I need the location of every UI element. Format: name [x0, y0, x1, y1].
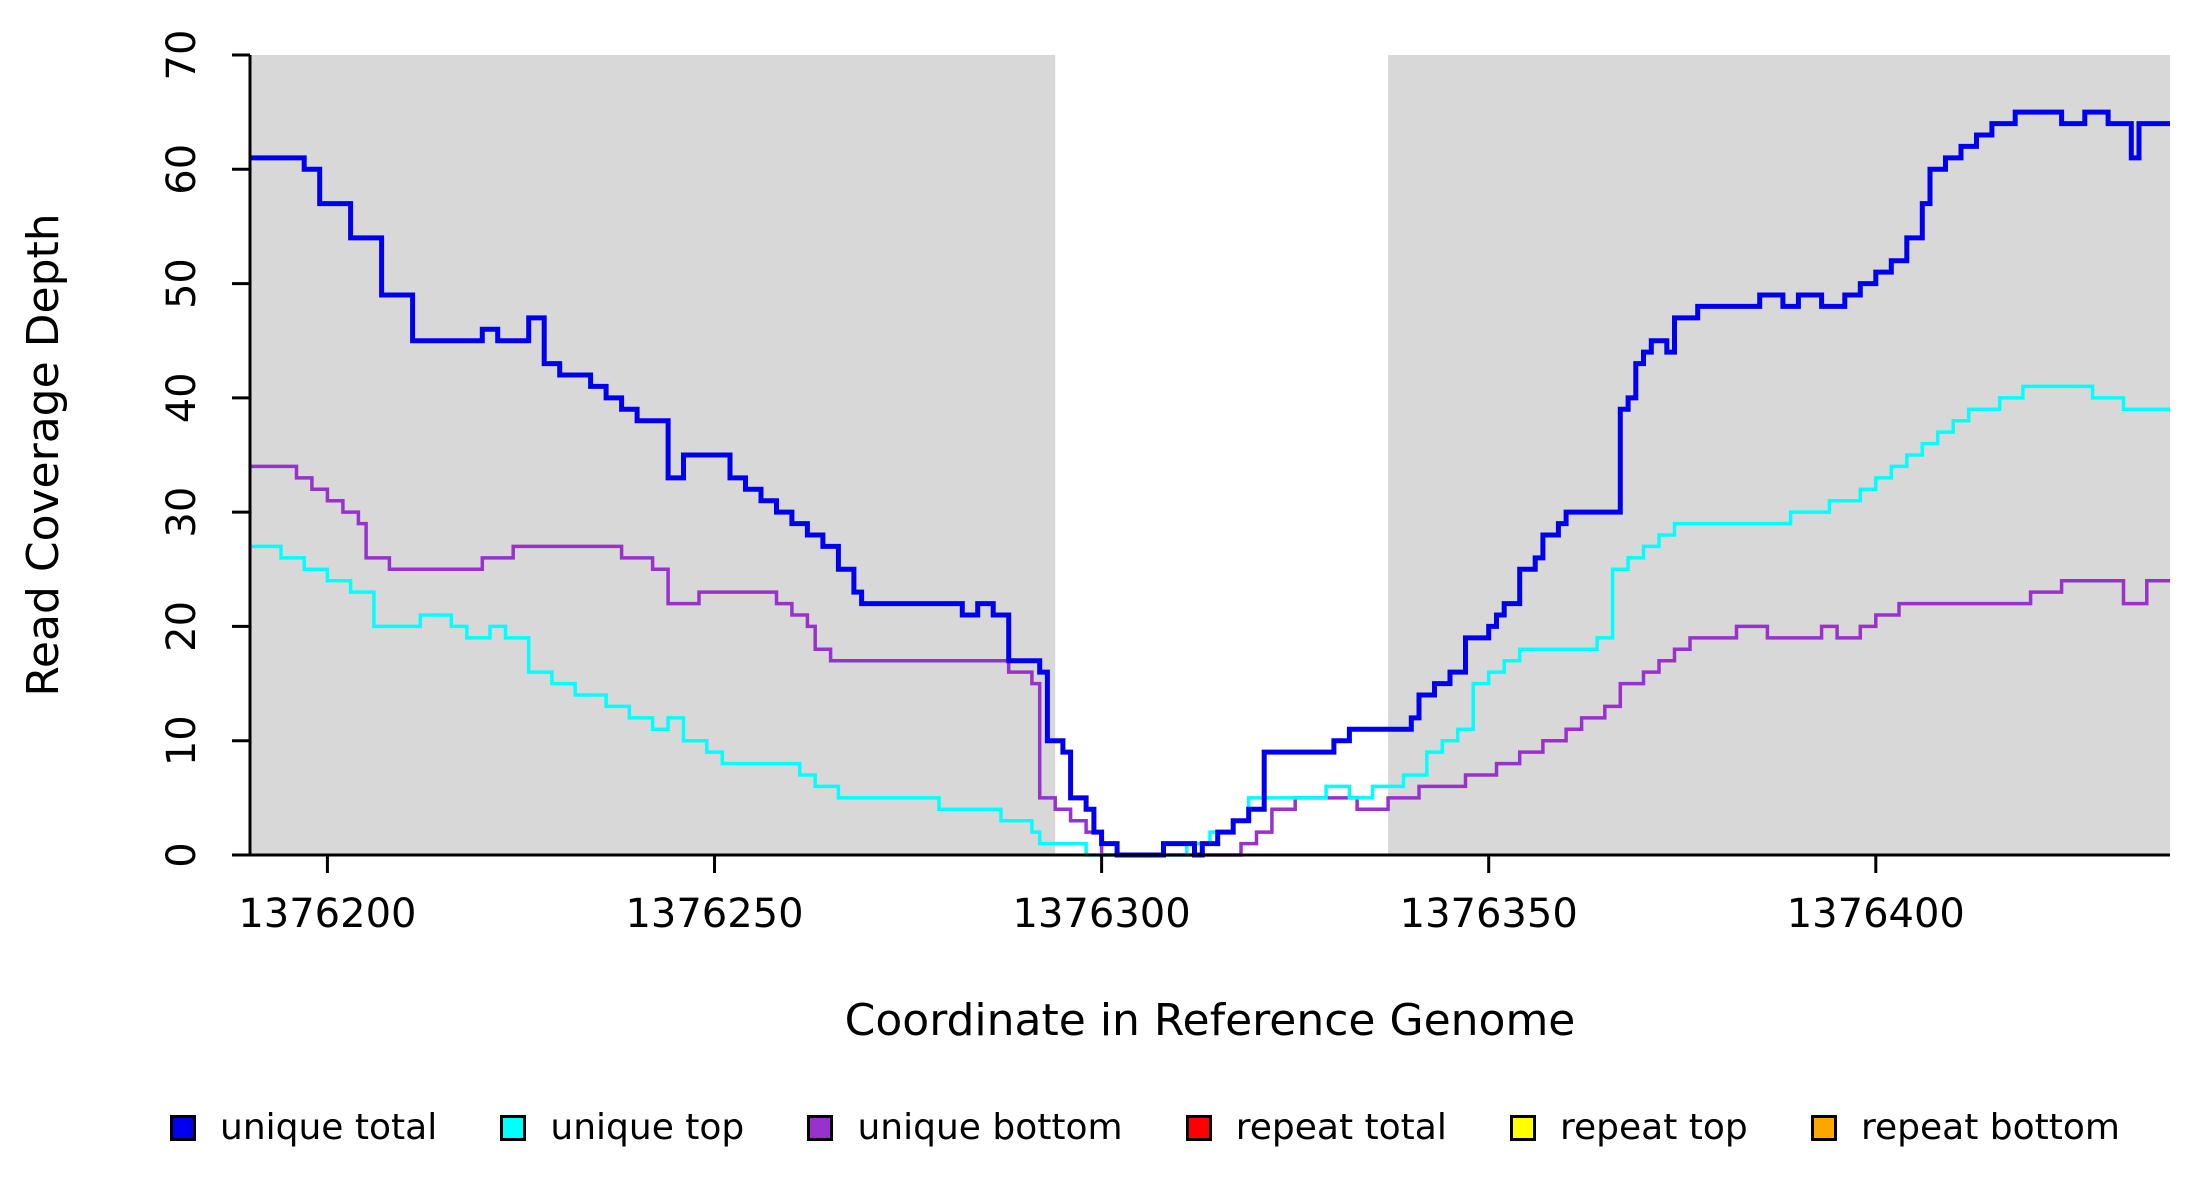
shaded-region [1388, 55, 2170, 855]
coverage-chart: 1376200 1376250 1376300 1376350 1376400 0 10 20… [18, 30, 2170, 1046]
legend-swatch-repeat-total [1185, 1114, 1212, 1141]
legend-item-repeat-bottom: repeat bottom [1810, 1107, 2120, 1148]
legend-item-unique-bottom: unique bottom [807, 1107, 1123, 1148]
y-tick-label: 70 [159, 30, 205, 81]
y-tick-label: 40 [159, 372, 205, 423]
series-unique-total [250, 109, 2170, 858]
legend-label: repeat top [1560, 1107, 1748, 1148]
shaded-region [250, 55, 1056, 855]
legend-item-repeat-total: repeat total [1185, 1107, 1447, 1148]
x-tick-label: 1376400 [1787, 891, 1965, 937]
legend-swatch-repeat-top [1510, 1114, 1537, 1141]
legend-swatch-repeat-bottom [1810, 1114, 1837, 1141]
legend-swatch-unique-total [170, 1114, 196, 1141]
y-tick-label: 30 [159, 487, 205, 538]
y-tick-label: 10 [159, 715, 205, 766]
legend-swatch-unique-bottom [807, 1114, 834, 1141]
y-tick-label: 60 [159, 144, 205, 195]
y-tick-label: 0 [159, 842, 205, 867]
legend-label: unique top [550, 1107, 745, 1148]
series-unique-bottom [250, 464, 2170, 857]
y-axis-title: Read Coverage Depth [18, 213, 69, 696]
x-tick-label: 1376350 [1400, 891, 1578, 937]
legend-swatch-unique-top [500, 1114, 527, 1141]
y-tick-label: 50 [159, 258, 205, 309]
legend-label: unique total [220, 1107, 438, 1148]
legend-label: repeat bottom [1860, 1107, 2120, 1148]
y-tick-label: 20 [159, 601, 205, 652]
x-tick-label: 1376250 [625, 891, 803, 937]
legend: unique total unique top unique bottom repea… [0, 1055, 2200, 1200]
x-axis-title: Coordinate in Reference Genome [845, 995, 1576, 1046]
x-tick-label: 1376200 [238, 891, 416, 937]
legend-item-unique-total: unique total [170, 1107, 437, 1148]
legend-label: unique bottom [857, 1107, 1123, 1148]
legend-label: repeat total [1235, 1107, 1447, 1148]
x-tick-label: 1376300 [1013, 891, 1191, 937]
legend-item-repeat-top: repeat top [1510, 1107, 1748, 1148]
legend-item-unique-top: unique top [500, 1107, 744, 1148]
